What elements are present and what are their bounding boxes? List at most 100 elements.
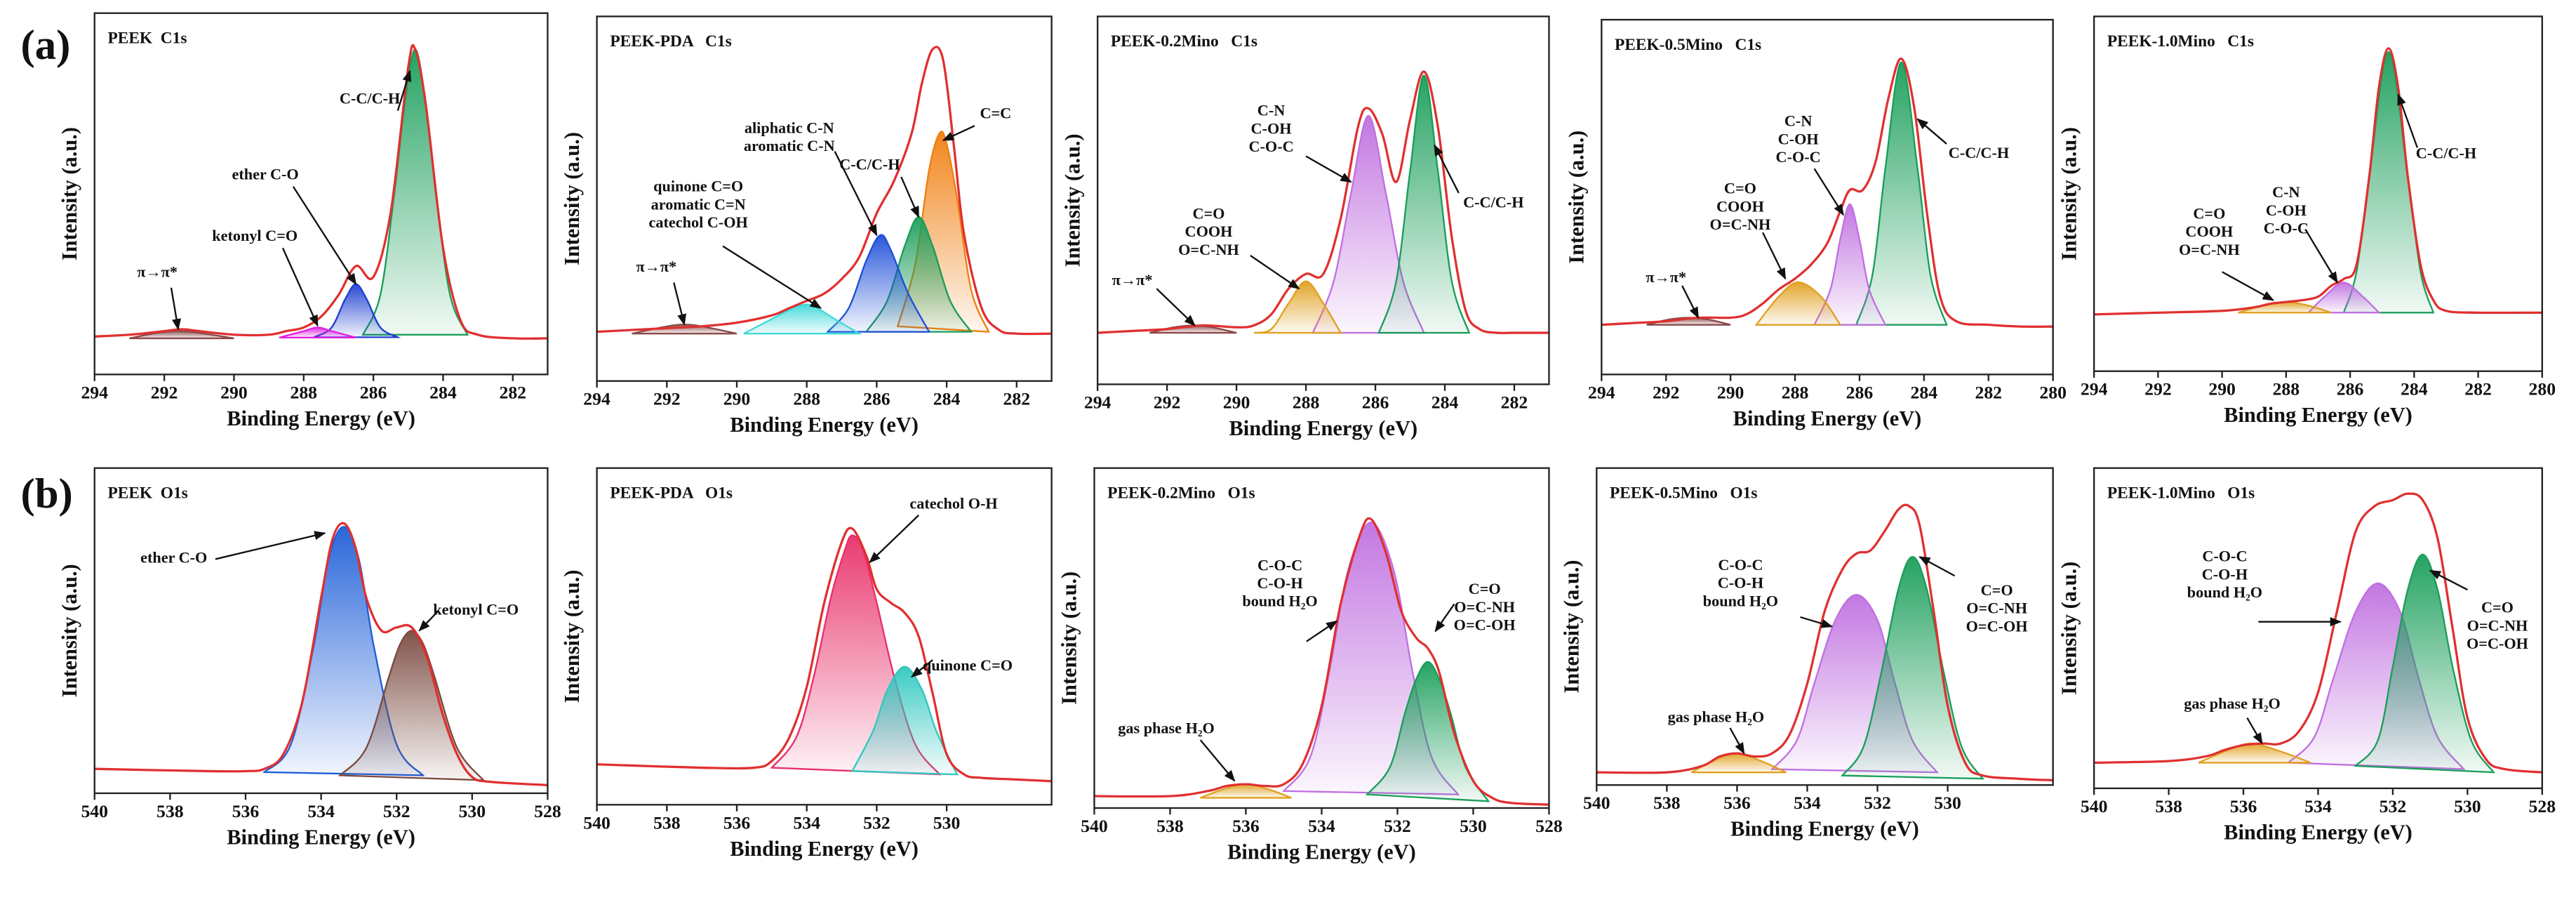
peak-component [338,630,486,781]
peak-component [129,330,234,340]
annotation: gas phase H₂O [2184,694,2281,712]
x-tick-label: 292 [2144,379,2172,399]
x-tick-label: 536 [1232,816,1260,836]
chart-title: PEEK-PDA O1s [610,484,733,503]
annotation: C-O-C [1248,138,1293,155]
peak-component [1253,280,1342,334]
annotation: quinone C=O [923,656,1013,674]
x-tick-label: 282 [1501,392,1528,412]
peak-component [1690,752,1787,774]
x-tick-label: 536 [1723,793,1751,813]
annotation-arrow [2429,569,2468,591]
annotation: gas phase H₂O [1668,708,1765,726]
peak-component [1813,203,1887,326]
x-tick-label: 288 [2273,379,2300,399]
plot-frame [93,12,549,376]
annotation: gas phase H₂O [1118,720,1215,737]
x-tick-label: 536 [2230,796,2257,816]
x-tick-label: 290 [1223,392,1250,412]
annotation: C-C/C-H [839,155,900,173]
annotation: O=C-NH [1966,600,2027,617]
x-tick-label: 540 [2081,796,2108,816]
x-tick-label: 294 [1588,382,1615,402]
plot-area [1596,503,2053,782]
annotation: C-C/C-H [2416,145,2476,162]
annotation-arrow [1306,620,1338,642]
annotation-arrow [1156,288,1196,326]
x-tick-label: 284 [933,389,961,409]
annotation-arrow [292,186,357,286]
plot-area [1094,517,1549,806]
x-tick-label: 288 [290,382,317,402]
panel-label: (b) [20,470,72,517]
x-tick-label: 530 [459,801,486,821]
peak-component [1855,61,1948,326]
annotation-arrow [1305,155,1352,183]
plot-area [1097,70,1549,335]
annotation-arrow [215,531,326,560]
annotation-arrow [1434,603,1455,633]
envelope-line [1601,58,2053,328]
x-tick-label: 540 [1583,793,1610,813]
chart-title: PEEK-0.5Mino C1s [1615,36,1761,54]
envelope-line [1097,70,1549,335]
annotation: aromatic C=N [651,195,746,213]
annotation-arrow [1250,255,1300,290]
annotation: C=O [2193,204,2225,222]
x-tick-label: 540 [81,801,108,821]
annotation: π→π* [1112,271,1153,289]
annotation: C-OH [2266,201,2307,219]
annotation: O=C-NH [1710,216,1771,233]
x-tick-label: 284 [1432,392,1459,412]
x-tick-label: 282 [1975,382,2002,402]
annotation: ketonyl C=O [433,601,519,618]
x-tick-label: 292 [1154,392,1181,412]
x-tick-label: 532 [383,801,411,821]
plot-area [2094,47,2542,316]
chart-title: PEEK-1.0Mino O1s [2107,484,2255,503]
plot-frame [1096,15,1550,385]
x-tick-label: 530 [2454,796,2481,816]
peak-component [1754,281,1842,326]
annotation: C=O [1469,580,1501,597]
x-tick-label: 284 [429,382,457,402]
annotation: C-OH [1778,130,1819,147]
x-tick-label: 290 [2208,379,2236,399]
y-axis-label: Intensity (a.u.) [560,569,584,703]
annotation: C=C [980,105,1011,122]
x-tick-label: 528 [534,801,561,821]
chart-title: PEEK-0.5Mino O1s [1610,484,1757,503]
x-tick-label: 532 [2380,796,2407,816]
x-tick-label: 280 [2039,382,2067,402]
x-axis-label: Binding Energy (eV) [730,837,919,861]
annotation: C-O-C [2202,548,2247,565]
x-tick-label: 294 [583,389,610,409]
y-axis-label: Intensity (a.u.) [1565,131,1589,264]
envelope-line [596,527,1052,783]
x-tick-label: 286 [863,389,890,409]
peak-component [2342,51,2435,314]
plot-area [94,44,548,340]
x-tick-label: 294 [2081,379,2108,399]
y-axis-label: Intensity (a.u.) [1560,560,1584,693]
annotation-arrow [1800,616,1834,628]
x-axis-label: Binding Energy (eV) [1229,416,1417,440]
x-tick-label: 290 [220,382,248,402]
annotation: O=C-OH [2467,635,2528,652]
annotation-arrow [396,70,412,112]
x-tick-label: 530 [1460,816,1487,836]
annotation-arrow [1434,144,1460,194]
x-axis-label: Binding Energy (eV) [1733,406,1922,430]
x-tick-label: 528 [1535,816,1563,836]
plot-frame [596,15,1053,382]
plot-area [596,527,1052,783]
annotation: π→π* [137,263,178,280]
plot-area [2094,492,2542,774]
plot-area [1601,58,2053,328]
x-tick-label: 536 [723,812,751,833]
annotation: ether C-O [232,165,298,183]
chart-title: PEEK-0.2Mino C1s [1111,32,1257,51]
annotation-arrow [2246,717,2263,745]
